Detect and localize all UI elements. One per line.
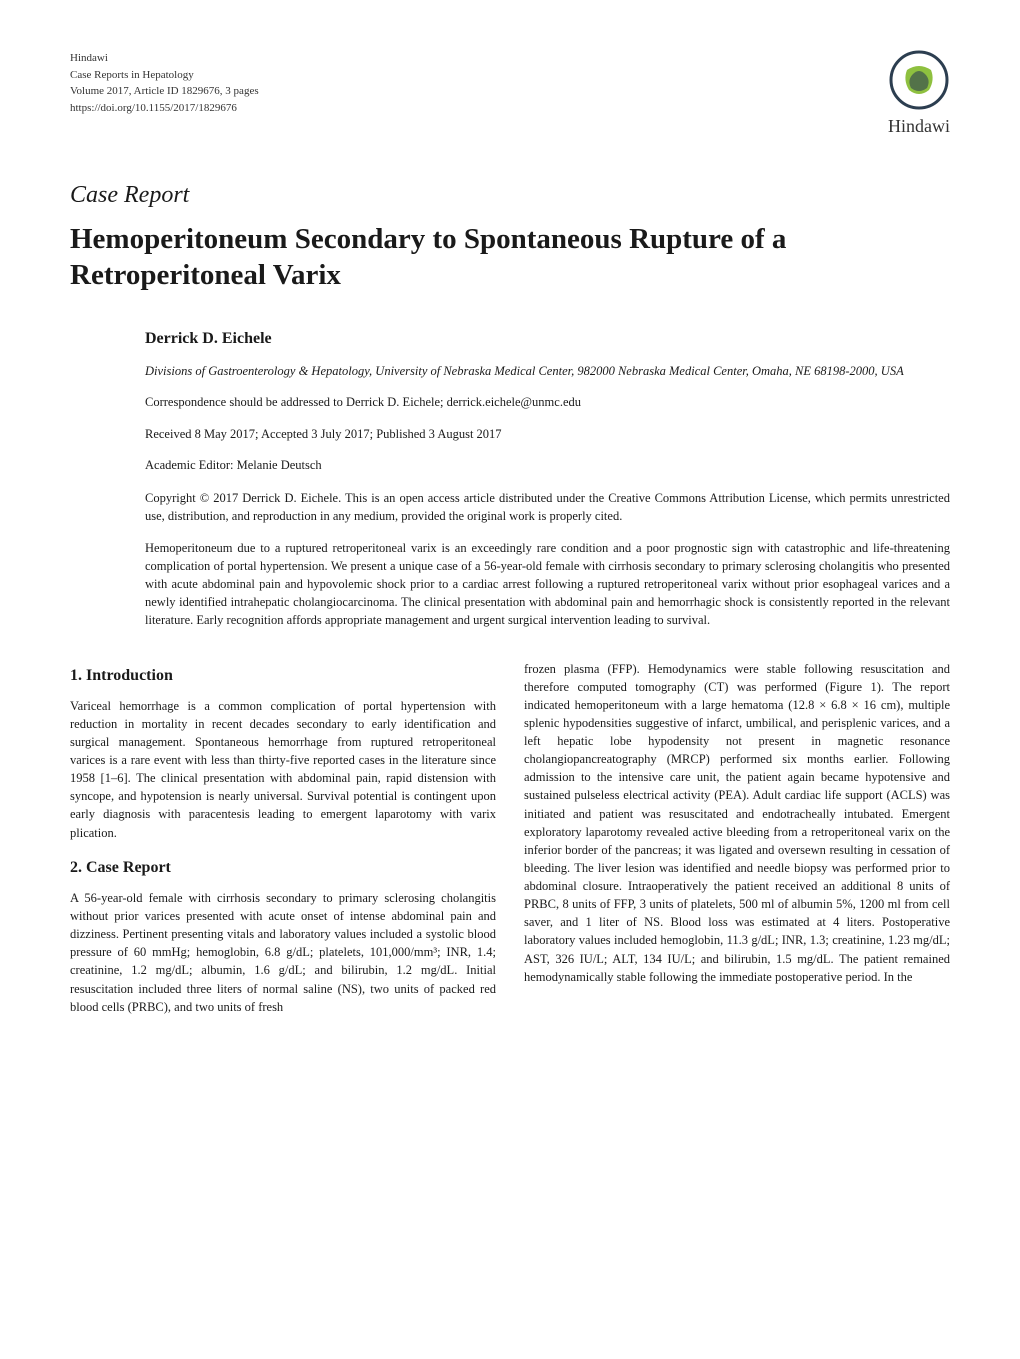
article-type-label: Case Report [70,179,950,213]
introduction-text: Variceal hemorrhage is a common complica… [70,697,496,842]
copyright-notice: Copyright © 2017 Derrick D. Eichele. Thi… [145,489,950,525]
case-report-heading: 2. Case Report [70,856,496,879]
hindawi-logo-icon [889,50,949,110]
left-column: 1. Introduction Variceal hemorrhage is a… [70,660,496,1030]
journal-name: Case Reports in Hepatology [70,67,259,84]
publisher-logo: Hindawi [888,50,950,139]
author-name: Derrick D. Eichele [145,328,950,350]
doi-line: https://doi.org/10.1155/2017/1829676 [70,100,259,117]
academic-editor: Academic Editor: Melanie Deutsch [145,457,950,475]
header: Hindawi Case Reports in Hepatology Volum… [70,50,950,139]
volume-line: Volume 2017, Article ID 1829676, 3 pages [70,83,259,100]
article-title: Hemoperitoneum Secondary to Spontaneous … [70,221,950,294]
introduction-heading: 1. Introduction [70,664,496,687]
abstract: Hemoperitoneum due to a ruptured retrope… [145,539,950,630]
publication-dates: Received 8 May 2017; Accepted 3 July 201… [145,426,950,444]
right-column: frozen plasma (FFP). Hemodynamics were s… [524,660,950,1030]
journal-info: Hindawi Case Reports in Hepatology Volum… [70,50,259,116]
publisher-name: Hindawi [70,50,259,67]
correspondence-line: Correspondence should be addressed to De… [145,394,950,412]
case-report-text-col1: A 56-year-old female with cirrhosis seco… [70,889,496,1016]
two-column-body: 1. Introduction Variceal hemorrhage is a… [70,660,950,1030]
case-report-text-col2: frozen plasma (FFP). Hemodynamics were s… [524,660,950,986]
author-affiliation: Divisions of Gastroenterology & Hepatolo… [145,363,950,381]
logo-text: Hindawi [888,114,950,139]
author-block: Derrick D. Eichele Divisions of Gastroen… [145,328,950,629]
